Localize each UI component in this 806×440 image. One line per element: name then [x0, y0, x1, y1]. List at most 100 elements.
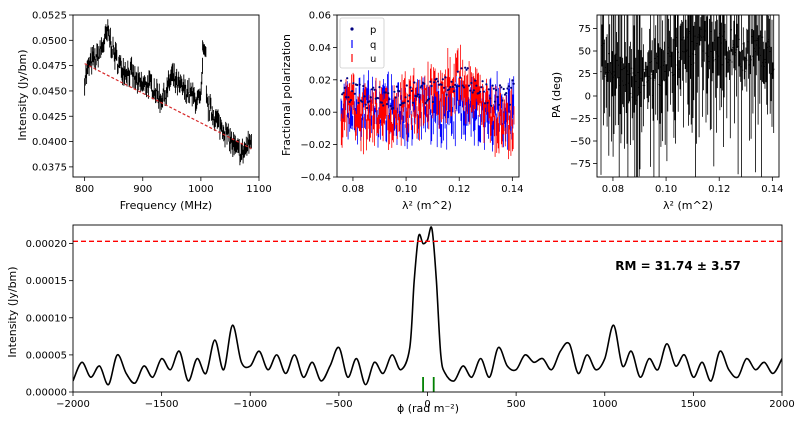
faraday-panel: −2000 −1500 −1000 −500 0 500 1000 1500 2000 0.000… — [6, 224, 795, 415]
pa-clip-group — [600, 15, 775, 177]
fractional-xtick-label: 0.10 — [395, 184, 417, 195]
p-point — [465, 68, 468, 71]
pa-ytick-label: 25 — [578, 69, 591, 80]
fractional-plot-area: 0.08 0.10 0.12 0.14 −0.04 −0.02 0.00 0.02 0.04 0.… — [300, 11, 523, 196]
faraday-xtick-label: 1000 — [592, 399, 617, 410]
spectrum-plot-area: 800 900 1000 1100 0.0375 0.0400 0.0425 0.0450 0.… — [32, 11, 272, 196]
p-point — [395, 85, 398, 88]
p-point — [505, 92, 508, 95]
fractional-xtick-label: 0.14 — [501, 184, 523, 195]
fractional-panel: 0.08 0.10 0.12 0.14 −0.04 −0.02 0.00 0.02 0.04 0.… — [280, 11, 523, 213]
p-point — [398, 90, 401, 93]
p-point — [496, 95, 499, 98]
faraday-clip-group — [73, 226, 782, 392]
p-point — [343, 86, 346, 89]
p-point — [433, 81, 436, 84]
faraday-xtick-label: −2000 — [56, 399, 90, 410]
pa-xtick-label: 0.14 — [761, 184, 783, 195]
faraday-xtick-label: −1000 — [233, 399, 267, 410]
p-point — [503, 93, 507, 96]
p-point — [384, 91, 387, 94]
p-point — [372, 86, 375, 89]
p-point — [500, 86, 503, 89]
faraday-plot-area: −2000 −1500 −1000 −500 0 500 1000 1500 2000 0.000… — [26, 224, 795, 410]
p-point — [479, 90, 482, 93]
p-point — [451, 85, 454, 88]
p-point — [470, 81, 473, 85]
p-point — [416, 93, 420, 96]
p-point — [460, 67, 463, 70]
pa-ylabel: PA (deg) — [550, 72, 563, 118]
p-point — [377, 97, 380, 100]
p-point — [512, 82, 515, 85]
p-point — [423, 82, 426, 85]
p-point — [420, 84, 423, 87]
p-point — [440, 83, 443, 86]
p-point — [431, 100, 434, 104]
p-point — [394, 96, 397, 99]
p-point — [407, 100, 410, 103]
spectrum-ytick-label: 0.0375 — [32, 162, 67, 173]
p-point — [347, 96, 350, 99]
p-point — [507, 85, 510, 88]
p-point — [424, 102, 427, 105]
legend-frame — [339, 17, 385, 69]
p-point — [508, 103, 512, 106]
p-point — [425, 100, 428, 103]
faraday-ytick-label: 0.00020 — [26, 239, 67, 250]
p-point — [495, 89, 498, 92]
p-point — [480, 86, 483, 89]
p-point — [356, 83, 359, 87]
p-point — [506, 87, 509, 90]
p-point — [348, 100, 351, 103]
p-point — [418, 96, 421, 99]
p-point — [368, 100, 371, 103]
p-point — [351, 90, 354, 93]
p-point — [471, 91, 474, 94]
p-point — [387, 92, 390, 95]
fractional-clip-group — [339, 44, 515, 160]
p-point — [409, 86, 412, 89]
fractional-xtick-label: 0.12 — [448, 184, 470, 195]
p-point — [497, 103, 500, 106]
p-point — [415, 95, 418, 98]
p-point — [492, 87, 495, 90]
p-point — [366, 106, 369, 110]
spectrum-frame — [72, 14, 260, 178]
fractional-ytick-label: 0.04 — [309, 43, 331, 54]
p-point — [486, 101, 489, 104]
legend-marker-p — [350, 27, 354, 31]
p-point — [461, 84, 464, 87]
faraday-xtick-label: −500 — [325, 399, 352, 410]
p-point — [428, 97, 431, 100]
p-point — [430, 84, 433, 88]
p-point — [467, 84, 471, 87]
fractional-ytick-label: −0.04 — [300, 173, 331, 184]
p-point — [436, 80, 439, 83]
p-point — [358, 83, 361, 86]
p-point — [493, 100, 497, 103]
p-point — [454, 83, 457, 86]
p-point — [498, 84, 502, 87]
p-point — [444, 76, 447, 79]
p-point — [487, 88, 490, 91]
pa-errorbars — [600, 15, 775, 177]
fractional-xlabel: λ² (m^2) — [402, 199, 452, 212]
spectrum-ytick-label: 0.0450 — [32, 86, 67, 97]
p-point — [456, 70, 459, 73]
pa-plot-area: 0.08 0.10 0.12 0.14 −75 −50 −25 0 25 50 75 — [570, 14, 783, 195]
spectrum-model-line — [84, 63, 252, 150]
p-point — [482, 90, 485, 93]
p-point — [450, 80, 453, 83]
p-point — [457, 85, 461, 88]
faraday-ylabel: Intensity (Jy/bm) — [6, 266, 19, 357]
p-point — [410, 89, 413, 92]
spectrum-xlabel: Frequency (MHz) — [120, 199, 212, 212]
spectrum-ytick-label: 0.0425 — [32, 112, 67, 123]
p-point — [502, 87, 505, 91]
p-point — [369, 96, 372, 99]
rm-annotation: RM = 31.74 ± 3.57 — [615, 259, 741, 273]
p-point — [413, 81, 416, 84]
faraday-ytick-label: 0.00005 — [26, 350, 67, 361]
